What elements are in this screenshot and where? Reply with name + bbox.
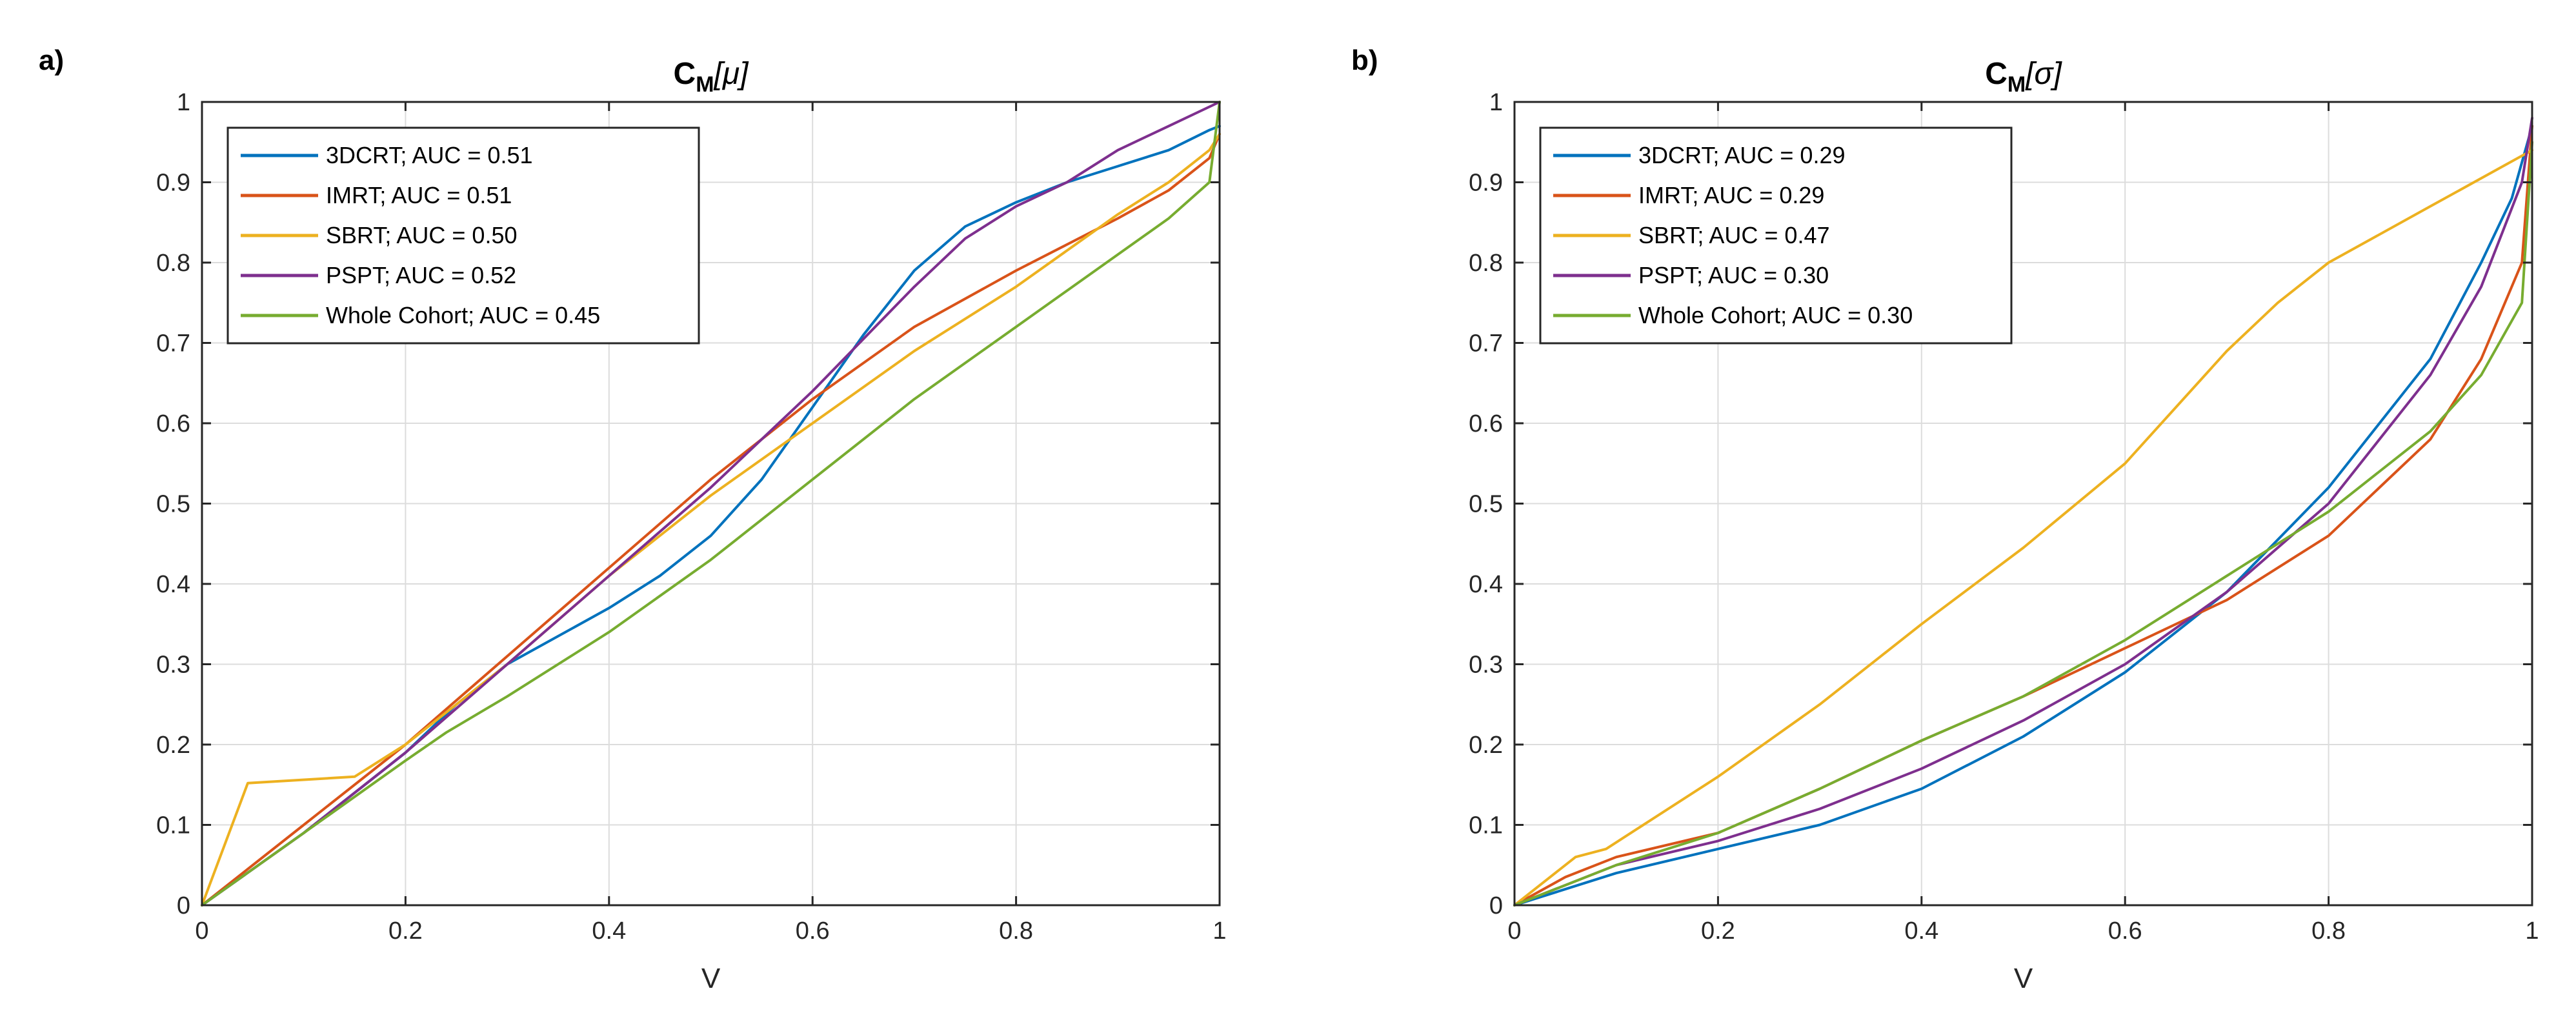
title-subscript: M bbox=[2007, 72, 2026, 97]
y-tick-label: 0.4 bbox=[156, 571, 190, 598]
legend-entry: IMRT; AUC = 0.29 bbox=[1638, 182, 1824, 208]
legend-entry: IMRT; AUC = 0.51 bbox=[326, 182, 512, 208]
series-line-2 bbox=[1513, 148, 2533, 907]
panel-label: a) bbox=[39, 45, 64, 76]
series-line-4 bbox=[1513, 141, 2533, 907]
x-tick-label: 0.8 bbox=[2311, 917, 2346, 945]
x-tick-label: 0.8 bbox=[999, 917, 1033, 945]
y-tick-label: 0.5 bbox=[156, 491, 190, 518]
y-tick-label: 0.5 bbox=[1469, 491, 1503, 518]
x-tick-label: 0.6 bbox=[2108, 917, 2142, 945]
panel-b: 0 0.2 0.4 0.6 0.8 1 0 0.1 0.2 0.3 0.4 0.5 0.6 0.7 0.8 0… bbox=[1351, 45, 2539, 994]
x-tick-label: 0.6 bbox=[796, 917, 830, 945]
legend-entry: Whole Cohort; AUC = 0.30 bbox=[1638, 302, 1913, 328]
series-line-3 bbox=[201, 101, 1221, 907]
legend-entry: PSPT; AUC = 0.52 bbox=[326, 262, 516, 288]
x-tick-label: 0 bbox=[1507, 917, 1521, 945]
y-tick-label: 0.7 bbox=[156, 330, 190, 357]
x-tick-label: 0 bbox=[195, 917, 208, 945]
y-tick-label: 0.9 bbox=[1469, 170, 1503, 197]
title-suffix: [σ] bbox=[2025, 57, 2062, 91]
y-tick-label: 0.3 bbox=[156, 652, 190, 679]
y-tick-label: 0.3 bbox=[1469, 652, 1503, 679]
y-tick-label: 0.7 bbox=[1469, 330, 1503, 357]
series-line-4 bbox=[201, 101, 1221, 907]
chart-title: CM[μ] bbox=[674, 57, 750, 97]
series-line-2 bbox=[201, 132, 1221, 907]
legend-entry: Whole Cohort; AUC = 0.45 bbox=[326, 302, 600, 328]
legend-entry: SBRT; AUC = 0.47 bbox=[1638, 222, 1830, 248]
title-suffix: [μ] bbox=[714, 57, 750, 91]
y-tick-label: 0.1 bbox=[1469, 812, 1503, 839]
y-tick-label: 0.9 bbox=[156, 170, 190, 197]
y-tick-label: 0.8 bbox=[1469, 250, 1503, 277]
title-main: C bbox=[1985, 57, 2007, 91]
x-axis-label: V bbox=[2014, 963, 2033, 994]
y-tick-label: 0.2 bbox=[156, 732, 190, 759]
chart-title: CM[σ] bbox=[1985, 57, 2062, 97]
panel-a: 0 0.2 0.4 0.6 0.8 1 0 0.1 0.2 0.3 0.4 0.5 0.6 0.7 0.8 0… bbox=[39, 45, 1227, 994]
y-tick-label: 0.2 bbox=[1469, 732, 1503, 759]
legend-entry: SBRT; AUC = 0.50 bbox=[326, 222, 518, 248]
y-tick-label: 0.6 bbox=[1469, 410, 1503, 437]
legend-entry: 3DCRT; AUC = 0.51 bbox=[326, 142, 532, 168]
y-tick-label: 1 bbox=[1489, 89, 1503, 116]
y-tick-label: 1 bbox=[177, 89, 190, 116]
x-tick-label: 0.2 bbox=[388, 917, 423, 945]
series-line-1 bbox=[1513, 125, 2533, 907]
y-tick-label: 0 bbox=[1489, 892, 1503, 919]
legend: 3DCRT; AUC = 0.29 IMRT; AUC = 0.29 SBRT; A… bbox=[1539, 126, 2013, 345]
y-tick-label: 0.8 bbox=[156, 250, 190, 277]
title-subscript: M bbox=[696, 72, 714, 97]
y-tick-label: 0.1 bbox=[156, 812, 190, 839]
series-line-3 bbox=[1513, 116, 2533, 907]
title-main: C bbox=[674, 57, 696, 91]
y-tick-label: 0.4 bbox=[1469, 571, 1503, 598]
x-tick-label: 0.4 bbox=[592, 917, 626, 945]
legend-entry: 3DCRT; AUC = 0.29 bbox=[1638, 142, 1845, 168]
y-tick-label: 0.6 bbox=[156, 410, 190, 437]
legend-entry: PSPT; AUC = 0.30 bbox=[1638, 262, 1829, 288]
legend: 3DCRT; AUC = 0.51 IMRT; AUC = 0.51 SBRT; A… bbox=[226, 126, 700, 345]
x-axis-label: V bbox=[701, 963, 721, 994]
y-tick-label: 0 bbox=[177, 892, 190, 919]
x-tick-label: 0.4 bbox=[1904, 917, 1938, 945]
x-tick-label: 0.2 bbox=[1701, 917, 1735, 945]
x-tick-label: 1 bbox=[1213, 917, 1226, 945]
series-line-0 bbox=[1513, 125, 2533, 907]
panel-label: b) bbox=[1351, 45, 1378, 76]
x-tick-label: 1 bbox=[2525, 917, 2539, 945]
